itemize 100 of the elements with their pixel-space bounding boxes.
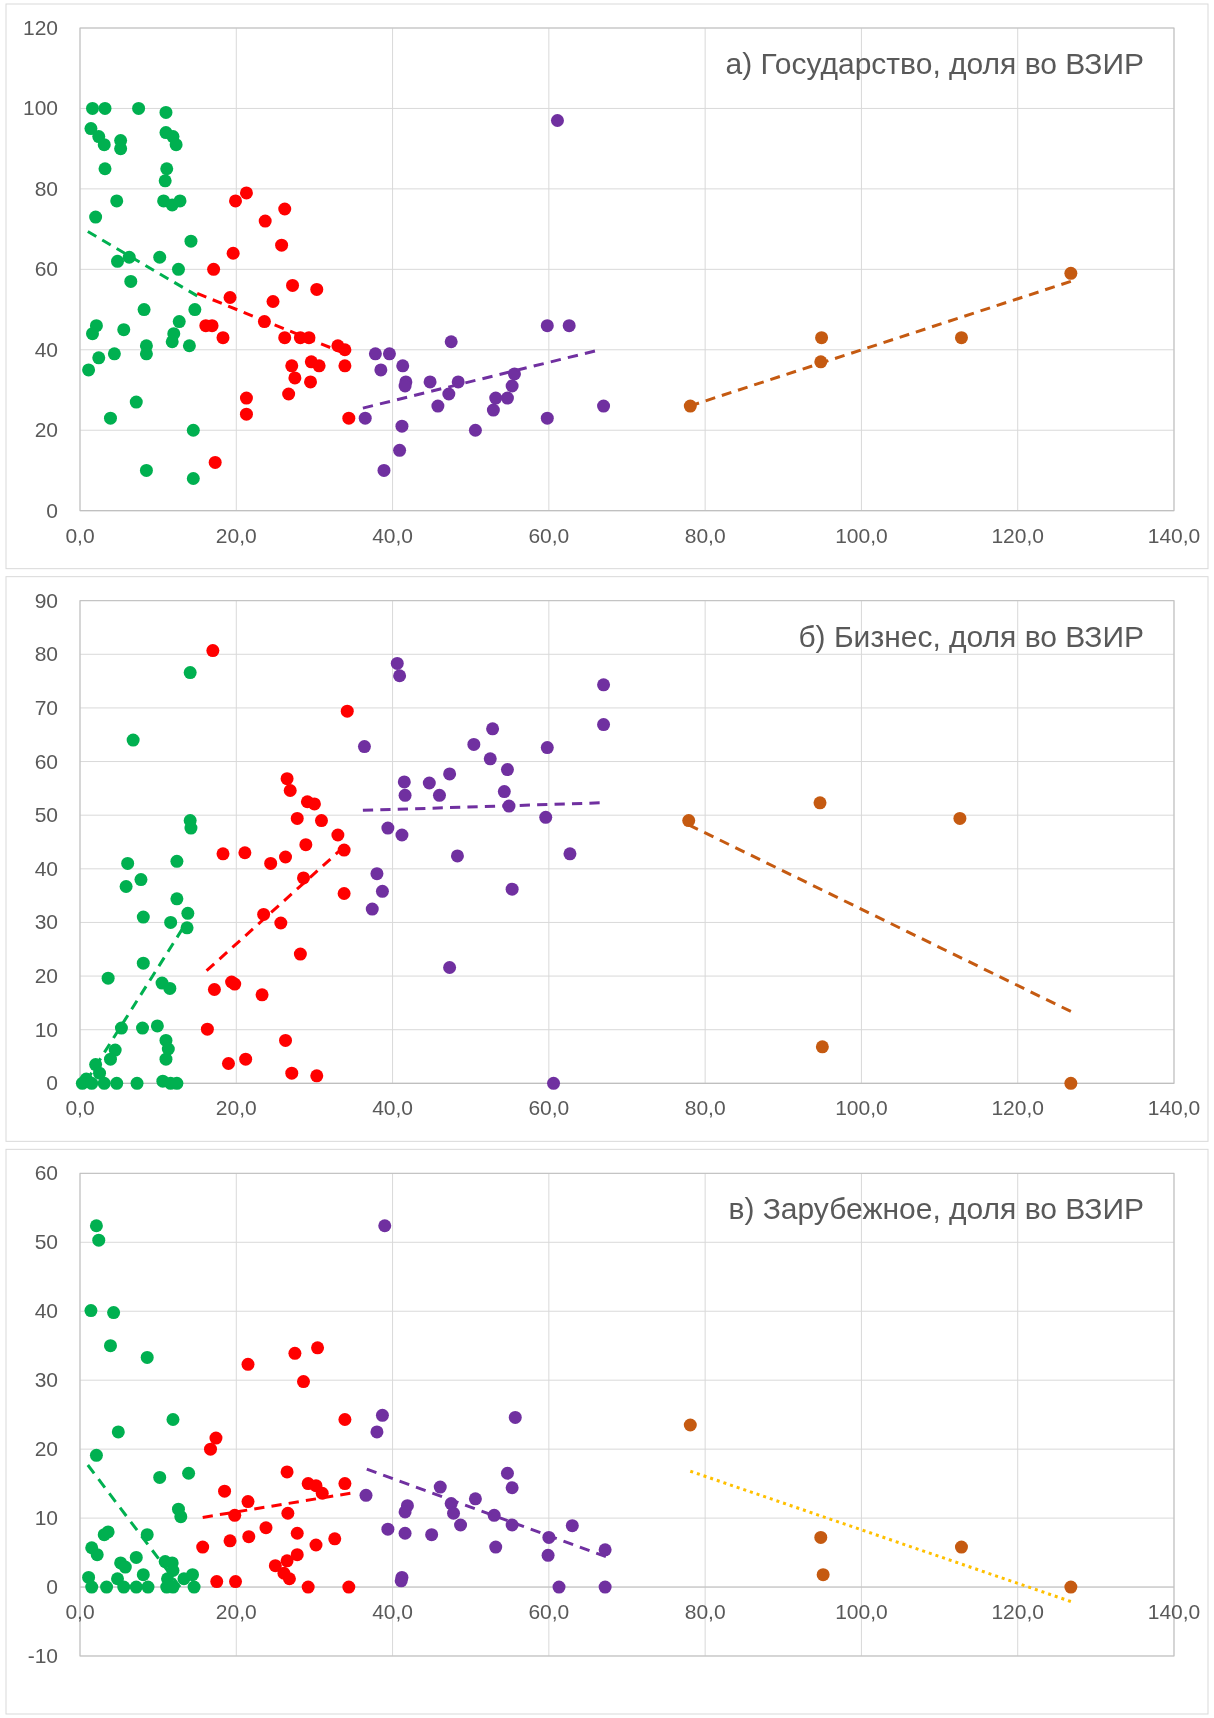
y-tick-label: 70 bbox=[34, 695, 58, 719]
point bbox=[598, 1543, 612, 1557]
point bbox=[204, 1442, 217, 1456]
point bbox=[282, 1572, 296, 1586]
point bbox=[187, 1580, 201, 1594]
x-tick-label: 0,0 bbox=[65, 1600, 95, 1624]
point bbox=[239, 407, 253, 421]
point bbox=[304, 375, 318, 389]
point bbox=[288, 1346, 302, 1360]
point bbox=[182, 339, 196, 353]
point bbox=[368, 347, 382, 361]
point bbox=[84, 1304, 98, 1318]
point bbox=[375, 884, 389, 898]
x-tick-label: 60,0 bbox=[528, 523, 570, 547]
point bbox=[188, 303, 202, 317]
point bbox=[468, 1492, 482, 1506]
x-tick-label: 100,0 bbox=[835, 1600, 888, 1624]
point bbox=[550, 114, 564, 128]
point bbox=[170, 854, 184, 868]
y-tick-label: 80 bbox=[34, 642, 58, 666]
point bbox=[136, 1568, 150, 1582]
point bbox=[165, 335, 179, 349]
point bbox=[114, 142, 128, 156]
point bbox=[90, 1548, 104, 1562]
point bbox=[283, 784, 297, 798]
point bbox=[290, 811, 304, 825]
point bbox=[186, 423, 200, 437]
point bbox=[432, 788, 446, 802]
point bbox=[301, 1580, 315, 1594]
point bbox=[82, 363, 96, 377]
point bbox=[184, 821, 198, 835]
point bbox=[285, 359, 299, 373]
x-tick-label: 140,0 bbox=[1147, 1600, 1201, 1624]
point bbox=[282, 387, 296, 401]
point bbox=[505, 1481, 519, 1495]
point bbox=[182, 1466, 196, 1480]
point bbox=[239, 1052, 253, 1066]
x-tick-label: 20,0 bbox=[215, 1600, 257, 1624]
point bbox=[431, 399, 445, 413]
point bbox=[374, 363, 388, 377]
point bbox=[396, 359, 410, 373]
point bbox=[173, 194, 187, 208]
point bbox=[93, 1066, 107, 1080]
point bbox=[229, 1575, 242, 1589]
point bbox=[467, 737, 481, 751]
point bbox=[378, 1219, 392, 1233]
point bbox=[121, 856, 135, 870]
point bbox=[278, 331, 292, 345]
point bbox=[129, 395, 143, 409]
point bbox=[338, 359, 352, 373]
point bbox=[129, 1580, 143, 1594]
point bbox=[281, 1506, 295, 1520]
point bbox=[285, 1066, 299, 1080]
point bbox=[813, 796, 827, 810]
point bbox=[134, 873, 148, 887]
y-tick-label: -10 bbox=[27, 1644, 58, 1667]
y-tick-label: 10 bbox=[34, 1506, 58, 1530]
point bbox=[296, 871, 310, 885]
point bbox=[111, 1572, 125, 1586]
x-tick-label: 140,0 bbox=[1147, 1096, 1201, 1120]
point bbox=[450, 849, 464, 863]
point bbox=[132, 101, 146, 115]
point bbox=[563, 847, 577, 861]
point bbox=[397, 775, 411, 789]
point bbox=[92, 351, 106, 365]
point bbox=[280, 1554, 294, 1568]
point bbox=[174, 1510, 188, 1524]
x-tick-label: 40,0 bbox=[372, 1600, 414, 1624]
point bbox=[293, 947, 307, 961]
point bbox=[393, 443, 407, 457]
x-tick-label: 140,0 bbox=[1147, 523, 1201, 547]
point bbox=[140, 1350, 154, 1364]
point bbox=[382, 347, 396, 361]
point bbox=[540, 411, 554, 425]
point bbox=[163, 981, 177, 995]
point bbox=[280, 1465, 294, 1479]
point bbox=[468, 423, 482, 437]
point bbox=[103, 1052, 117, 1066]
point bbox=[954, 331, 968, 345]
point bbox=[85, 1580, 99, 1594]
point bbox=[268, 1559, 282, 1573]
point bbox=[226, 246, 240, 260]
text: в) Зарубежное, доля во ВЗИР bbox=[728, 1192, 1144, 1226]
point bbox=[89, 210, 103, 224]
point bbox=[682, 814, 696, 828]
point bbox=[683, 1418, 697, 1432]
point bbox=[238, 846, 252, 860]
x-tick-label: 80,0 bbox=[684, 1096, 726, 1120]
point bbox=[508, 1410, 522, 1424]
point bbox=[92, 1233, 106, 1247]
point bbox=[221, 1056, 235, 1070]
point bbox=[357, 740, 371, 754]
x-tick-label: 100,0 bbox=[835, 1096, 888, 1120]
point bbox=[229, 194, 242, 208]
point bbox=[598, 1580, 612, 1594]
point bbox=[814, 1530, 828, 1544]
point bbox=[172, 315, 186, 329]
point bbox=[286, 278, 300, 292]
x-tick-label: 20,0 bbox=[215, 523, 257, 547]
y-tick-label: 50 bbox=[34, 803, 58, 827]
